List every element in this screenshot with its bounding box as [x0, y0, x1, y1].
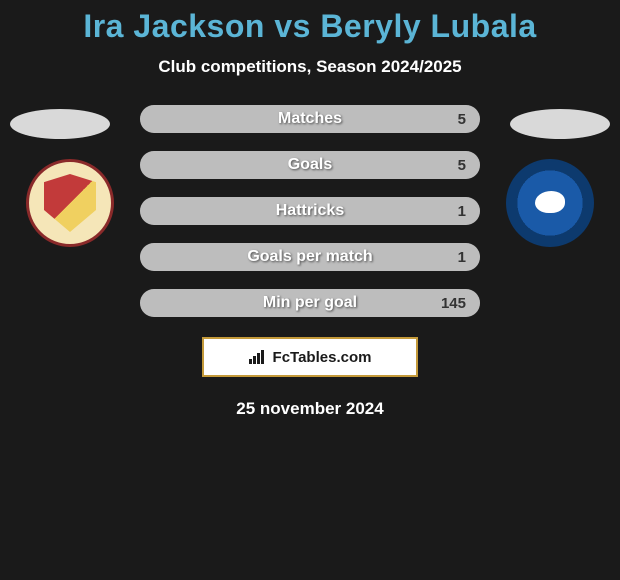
stat-row-goals-per-match: Goals per match 1	[140, 243, 480, 271]
stat-row-goals: Goals 5	[140, 151, 480, 179]
bar-label: Matches	[140, 105, 480, 133]
stat-bars: Matches 5 Goals 5 Hattricks 1	[140, 105, 480, 335]
bar-label: Min per goal	[140, 289, 480, 317]
bar-right-value: 5	[458, 151, 466, 179]
bar-right-value: 1	[458, 197, 466, 225]
comparison-card: Ira Jackson vs Beryly Lubala Club compet…	[0, 0, 620, 419]
bar-right-value: 1	[458, 243, 466, 271]
stat-row-matches: Matches 5	[140, 105, 480, 133]
footer-date: 25 november 2024	[0, 399, 620, 419]
stat-row-min-per-goal: Min per goal 145	[140, 289, 480, 317]
bar-label: Hattricks	[140, 197, 480, 225]
brand-badge[interactable]: FcTables.com	[202, 337, 418, 377]
brand-text: FcTables.com	[273, 349, 372, 366]
left-player-oval	[10, 109, 110, 139]
bar-right-value: 5	[458, 105, 466, 133]
page-title: Ira Jackson vs Beryly Lubala	[0, 8, 620, 45]
comparison-body: Matches 5 Goals 5 Hattricks 1	[0, 99, 620, 319]
stat-row-hattricks: Hattricks 1	[140, 197, 480, 225]
right-player-oval	[510, 109, 610, 139]
right-club-crest	[506, 159, 594, 247]
subtitle: Club competitions, Season 2024/2025	[0, 57, 620, 77]
bar-right-value: 145	[441, 289, 466, 317]
bar-chart-icon	[249, 350, 267, 364]
bar-label: Goals per match	[140, 243, 480, 271]
bar-label: Goals	[140, 151, 480, 179]
left-club-crest	[26, 159, 114, 247]
